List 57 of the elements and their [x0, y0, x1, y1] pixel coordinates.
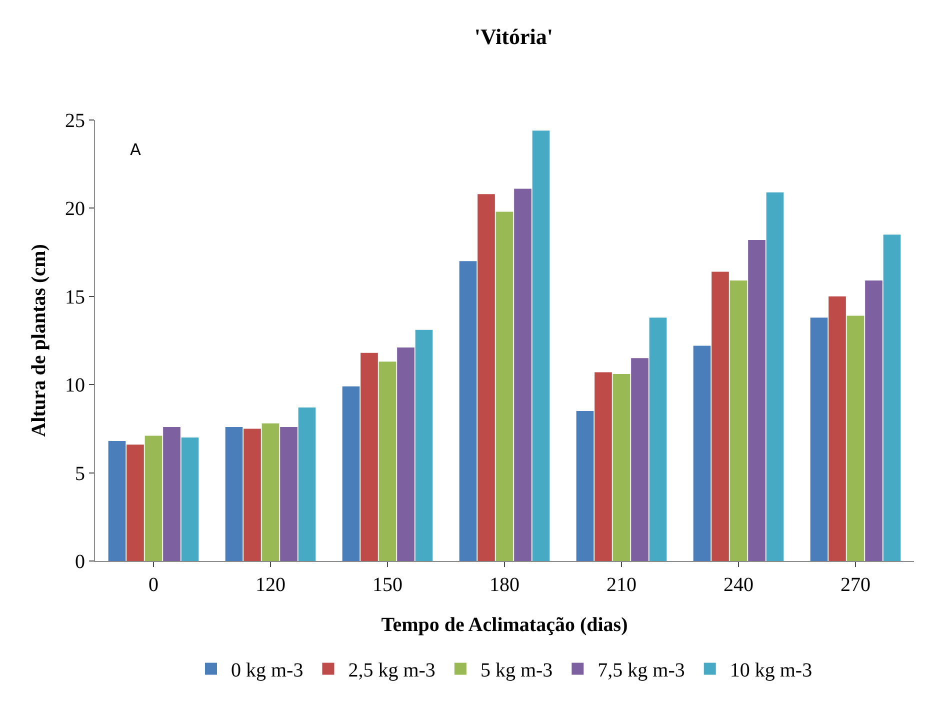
bar	[397, 348, 414, 561]
bar	[576, 411, 594, 561]
bar	[810, 318, 828, 561]
bar	[865, 280, 882, 561]
legend-label: 0 kg m-3	[231, 660, 304, 682]
legend-label: 7,5 kg m-3	[598, 660, 685, 682]
bar	[631, 358, 648, 561]
bar	[496, 212, 514, 561]
bar	[298, 408, 316, 561]
bar	[649, 318, 667, 561]
bar	[225, 426, 243, 561]
bar	[730, 280, 748, 561]
y-tick-label: 5	[75, 462, 85, 485]
bar	[846, 316, 864, 561]
bar	[108, 441, 126, 561]
bar	[342, 386, 360, 561]
legend-label: 5 kg m-3	[480, 660, 553, 682]
bar	[748, 240, 766, 561]
x-tick-label: 210	[606, 574, 636, 596]
y-tick-label: 0	[75, 551, 85, 573]
y-tick-label: 25	[65, 110, 85, 132]
bar	[594, 372, 612, 561]
bar	[244, 428, 261, 561]
x-tick-label: 120	[256, 574, 286, 596]
chart-title: 'Vitória'	[474, 24, 554, 49]
bar	[478, 194, 495, 561]
bar	[280, 426, 298, 561]
y-tick-label: 20	[65, 198, 85, 220]
bar	[378, 362, 396, 561]
bar	[415, 330, 433, 561]
bar	[693, 346, 711, 561]
y-axis-title: Altura de plantas (cm)	[28, 244, 50, 437]
bar	[883, 234, 901, 561]
bar	[532, 130, 550, 561]
x-axis-title: Tempo de Aclimatação (dias)	[381, 614, 628, 636]
bar	[612, 374, 630, 561]
bar	[126, 444, 144, 561]
bar	[163, 426, 180, 561]
x-tick-label: 270	[840, 574, 870, 596]
bar	[262, 423, 280, 561]
bar	[360, 352, 378, 561]
x-tick-label: 0	[148, 574, 158, 596]
bar	[828, 296, 846, 561]
bar	[144, 436, 162, 561]
y-tick-label: 15	[65, 286, 85, 308]
annotation: A	[130, 140, 141, 159]
x-tick-label: 150	[372, 574, 402, 596]
x-tick-label: 180	[490, 574, 520, 596]
x-tick-label: 240	[724, 574, 754, 596]
legend-label: 2,5 kg m-3	[348, 660, 436, 682]
bar	[712, 272, 729, 561]
bar	[514, 188, 532, 561]
y-tick-label: 10	[65, 374, 85, 397]
bar	[459, 261, 477, 561]
legend-label: 10 kg m-3	[730, 660, 812, 682]
bar	[766, 192, 784, 561]
bar	[181, 438, 199, 561]
